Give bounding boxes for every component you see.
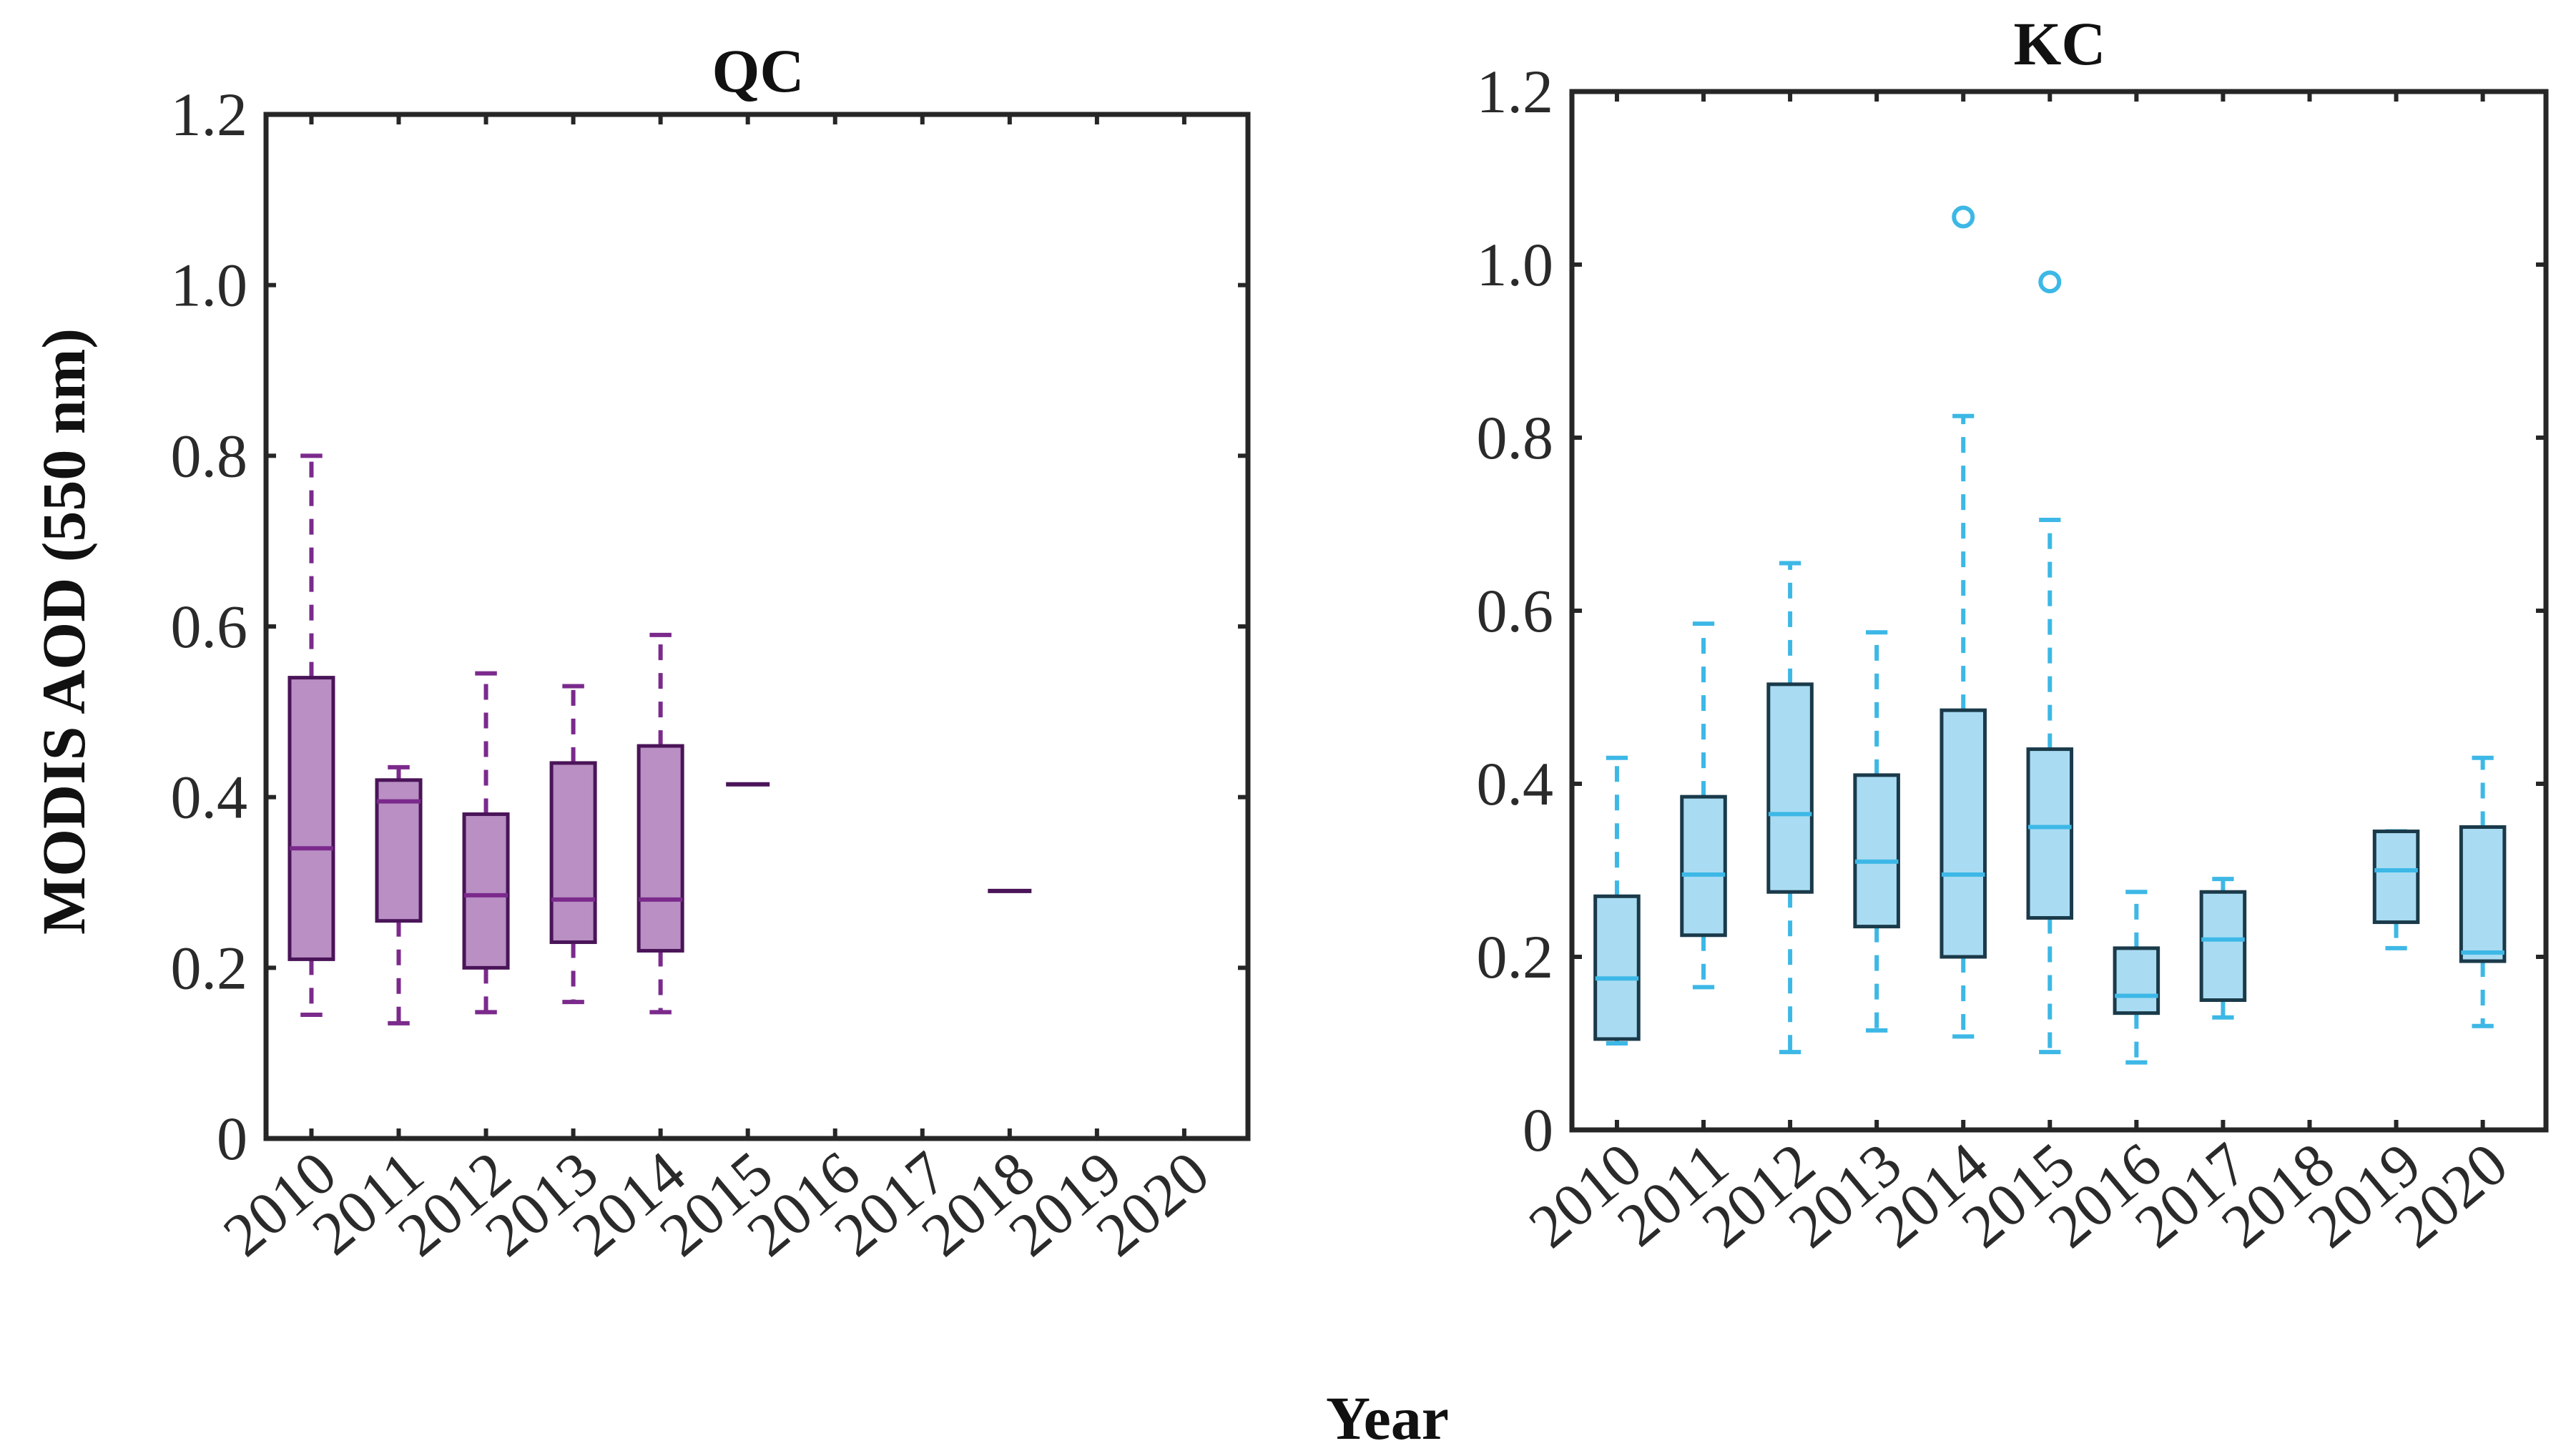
plot-frame xyxy=(263,112,1251,1141)
box-2010 xyxy=(287,453,335,1017)
box-2013 xyxy=(1853,630,1900,1033)
box-2013 xyxy=(549,684,597,1005)
iqr-box xyxy=(2113,946,2160,1015)
iqr-box xyxy=(287,676,335,961)
box-2014 xyxy=(636,632,684,1015)
kc-box-plot: 00.20.40.60.81.01.2201020112012201320142… xyxy=(1477,57,2549,1261)
iqr-box xyxy=(1680,795,1727,938)
y-tick-label: 0.2 xyxy=(171,933,248,1002)
plot-frame xyxy=(1569,89,2549,1133)
outlier-point xyxy=(1952,205,1975,229)
iqr-box xyxy=(1853,773,1900,929)
box-2020 xyxy=(2459,755,2507,1028)
iqr-box xyxy=(1593,894,1641,1041)
y-tick-label: 0 xyxy=(1523,1096,1553,1164)
iqr-box xyxy=(2199,890,2247,1002)
y-tick-label: 0.6 xyxy=(171,592,248,661)
y-axis-label: MODIS AOD (550 nm) xyxy=(29,328,98,935)
box-2019 xyxy=(2372,829,2420,950)
qc-panel-title: QC xyxy=(712,36,805,105)
box-2011 xyxy=(375,764,423,1025)
y-tick-label: 1.0 xyxy=(171,251,248,320)
box-2010 xyxy=(1593,755,1641,1046)
y-tick-label: 0.4 xyxy=(1477,749,1554,818)
box-2012 xyxy=(462,671,510,1015)
y-tick-label: 0.8 xyxy=(171,421,248,490)
y-tick-label: 0.8 xyxy=(1477,403,1554,472)
iqr-box xyxy=(2372,830,2420,925)
outlier-point xyxy=(2038,270,2062,294)
x-axis-label: Year xyxy=(1326,1384,1449,1452)
iqr-box xyxy=(1940,708,1987,959)
y-tick-label: 1.2 xyxy=(171,80,248,149)
y-tick-label: 1.0 xyxy=(1477,230,1554,299)
y-tick-label: 1.2 xyxy=(1477,57,1554,126)
box-2017 xyxy=(2199,877,2247,1020)
iqr-box xyxy=(1766,682,1814,894)
box-2015 xyxy=(2026,270,2074,1055)
kc-panel-title: KC xyxy=(2014,9,2106,78)
y-tick-label: 0.6 xyxy=(1477,576,1554,645)
iqr-box xyxy=(2459,825,2507,963)
iqr-box xyxy=(462,812,510,970)
box-2016 xyxy=(2113,890,2160,1065)
y-tick-label: 0.2 xyxy=(1477,923,1554,991)
y-tick-label: 0 xyxy=(217,1104,247,1173)
qc-box-plot: 00.20.40.60.81.01.2201020112012201320142… xyxy=(171,80,1251,1269)
box-2014 xyxy=(1940,205,1987,1039)
y-tick-label: 0.4 xyxy=(171,763,248,832)
iqr-box xyxy=(636,744,684,953)
iqr-box xyxy=(2026,747,2074,920)
box-2012 xyxy=(1766,561,1814,1055)
iqr-box xyxy=(549,761,597,945)
box-2011 xyxy=(1680,621,1727,990)
